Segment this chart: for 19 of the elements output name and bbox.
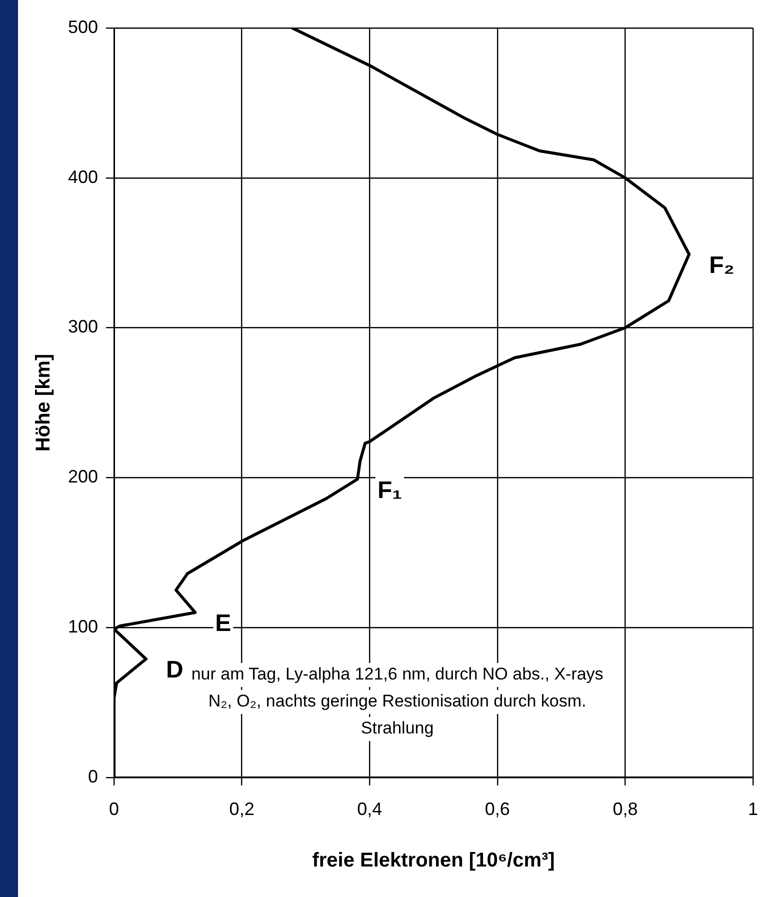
y-axis-title: Höhe [km] [32,354,55,452]
x-tick-label: 0 [109,799,120,820]
y-tick-label: 200 [68,466,98,487]
x-tick-label: 0,8 [612,799,638,820]
x-tick-label: 0,4 [357,799,382,820]
y-tick-label: 500 [68,16,98,37]
annotation: nur am Tag, Ly-alpha 121,6 nm, durch NO abs., X-rays N₂, O₂, nachts geringe Restionisation durch kosm. Strahlung [191,664,604,738]
y-tick-label: 100 [68,616,98,636]
annotation: E [215,610,232,638]
x-axis-title: freie Elektronen [10⁶/cm³] [312,850,555,872]
y-tick-label: 400 [68,166,98,187]
annotation: F₁ [377,476,402,504]
x-tick-label: 1 [748,799,758,820]
y-tick-label: 0 [88,766,98,786]
x-tick-label: 0,6 [484,799,510,820]
annotation: D [166,656,184,684]
y-tick-label: 300 [68,316,98,337]
annotation: F₂ [709,252,734,279]
x-tick-label: 0,2 [229,799,254,820]
